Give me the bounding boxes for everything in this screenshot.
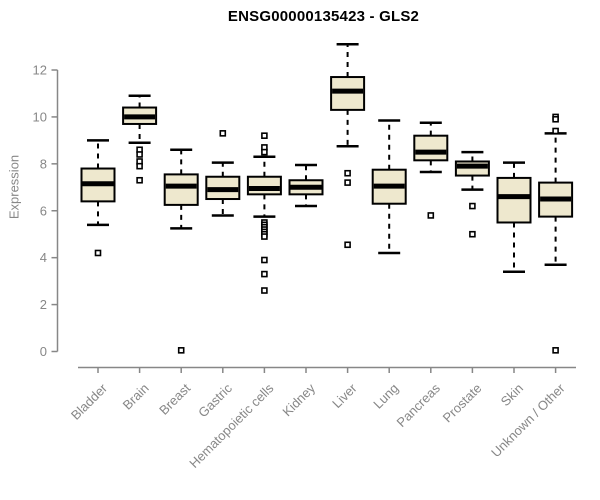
outlier-point xyxy=(261,132,268,139)
x-tick-label-lung: Lung xyxy=(370,381,401,412)
x-tick-label-unknown-other: Unknown / Other xyxy=(488,380,568,460)
x-tick-label-prostate: Prostate xyxy=(440,381,485,426)
box-bladder xyxy=(80,139,116,257)
y-tick-label: 2 xyxy=(40,297,47,312)
box-pancreas xyxy=(413,121,449,219)
iqr-box xyxy=(413,134,449,162)
y-tick-label: 0 xyxy=(40,344,47,359)
iqr-box xyxy=(496,176,532,224)
box-gastric xyxy=(205,130,241,217)
x-tick-label-gastric: Gastric xyxy=(195,380,235,420)
iqr-box xyxy=(163,173,199,206)
outlier-point xyxy=(261,148,268,156)
outlier-point xyxy=(261,287,268,294)
y-tick-label: 8 xyxy=(40,156,47,171)
iqr-box xyxy=(246,175,282,196)
outlier-point xyxy=(136,151,143,158)
box-liver xyxy=(330,42,366,249)
outlier-point xyxy=(261,233,268,240)
x-tick-label-pancreas: Pancreas xyxy=(393,380,443,430)
outlier-point xyxy=(136,176,143,184)
box-prostate xyxy=(454,150,490,238)
outlier-point xyxy=(427,212,435,219)
x-tick-label-bladder: Bladder xyxy=(68,380,111,423)
box-hematopoietic-cells xyxy=(246,132,282,294)
x-tick-label-skin: Skin xyxy=(498,381,526,409)
outlier-point xyxy=(177,347,185,354)
box-lung xyxy=(371,119,407,255)
x-tick-label-kidney: Kidney xyxy=(279,380,318,419)
outlier-point xyxy=(552,127,559,135)
outlier-point xyxy=(344,169,351,177)
chart-title: ENSG00000135423 - GLS2 xyxy=(227,8,420,25)
x-tick-label-brain: Brain xyxy=(120,381,152,413)
outlier-point xyxy=(219,130,227,137)
box-kidney xyxy=(288,163,324,208)
outlier-point xyxy=(552,347,559,354)
box-breast xyxy=(163,148,199,354)
y-tick-label: 12 xyxy=(33,63,47,78)
box-skin xyxy=(496,161,532,273)
outlier-point xyxy=(469,202,476,210)
outlier-point xyxy=(552,115,559,123)
outlier-point xyxy=(261,270,268,278)
outlier-point xyxy=(469,230,476,238)
y-tick-label: 6 xyxy=(40,203,47,218)
box-brain xyxy=(122,94,158,184)
box-unknown-other xyxy=(538,113,574,354)
outlier-point xyxy=(136,162,143,170)
outlier-point xyxy=(261,256,268,264)
x-tick-label-liver: Liver xyxy=(329,380,360,411)
outlier-point xyxy=(94,249,102,257)
outlier-point xyxy=(344,179,351,186)
y-tick-label: 10 xyxy=(33,109,47,124)
y-tick-label: 4 xyxy=(40,250,47,265)
x-tick-label-breast: Breast xyxy=(156,380,193,417)
outlier-point xyxy=(344,241,351,249)
y-axis: 0 2 4 6 8 10 12 xyxy=(33,63,59,359)
